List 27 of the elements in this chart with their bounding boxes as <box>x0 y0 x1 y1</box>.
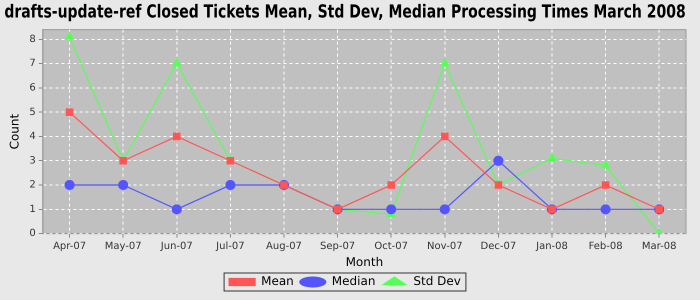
y-tick-label: 4 <box>29 131 36 142</box>
x-tick-label: Mar-08 <box>642 241 676 252</box>
y-tick-label: 1 <box>29 204 36 215</box>
x-tick-label: Dec-07 <box>480 241 516 252</box>
x-tick-label: Sep-07 <box>320 241 356 252</box>
x-tick-label: Nov-07 <box>426 241 463 252</box>
x-tick-label: Jan-08 <box>535 241 568 252</box>
legend-label: Median <box>332 274 376 288</box>
y-tick-label: 3 <box>29 155 36 166</box>
x-tick-label: Apr-07 <box>53 241 86 252</box>
y-tick-label: 7 <box>29 58 36 70</box>
x-axis-title: Month <box>346 254 384 269</box>
y-axis-title: Count <box>7 113 22 150</box>
y-tick-label: 5 <box>29 106 36 118</box>
x-tick-label: Jun-07 <box>160 241 193 252</box>
x-tick-label: Oct-07 <box>374 241 408 252</box>
chart-title: drafts-update-ref Closed Tickets Mean, Std Dev, Median Processing Times March 2008 <box>4 0 686 22</box>
y-tick-label: 0 <box>29 228 36 240</box>
x-tick-label: Aug-07 <box>266 241 302 252</box>
y-tick-label: 2 <box>29 180 36 191</box>
x-tick-label: Feb-08 <box>588 241 623 252</box>
x-tick-label: May-07 <box>104 241 142 252</box>
x-tick-label: Jul-07 <box>215 241 245 252</box>
legend-label: Std Dev <box>413 274 461 288</box>
y-tick-label: 6 <box>29 82 36 94</box>
y-tick-label: 8 <box>29 34 36 45</box>
legend-label: Mean <box>261 274 294 288</box>
